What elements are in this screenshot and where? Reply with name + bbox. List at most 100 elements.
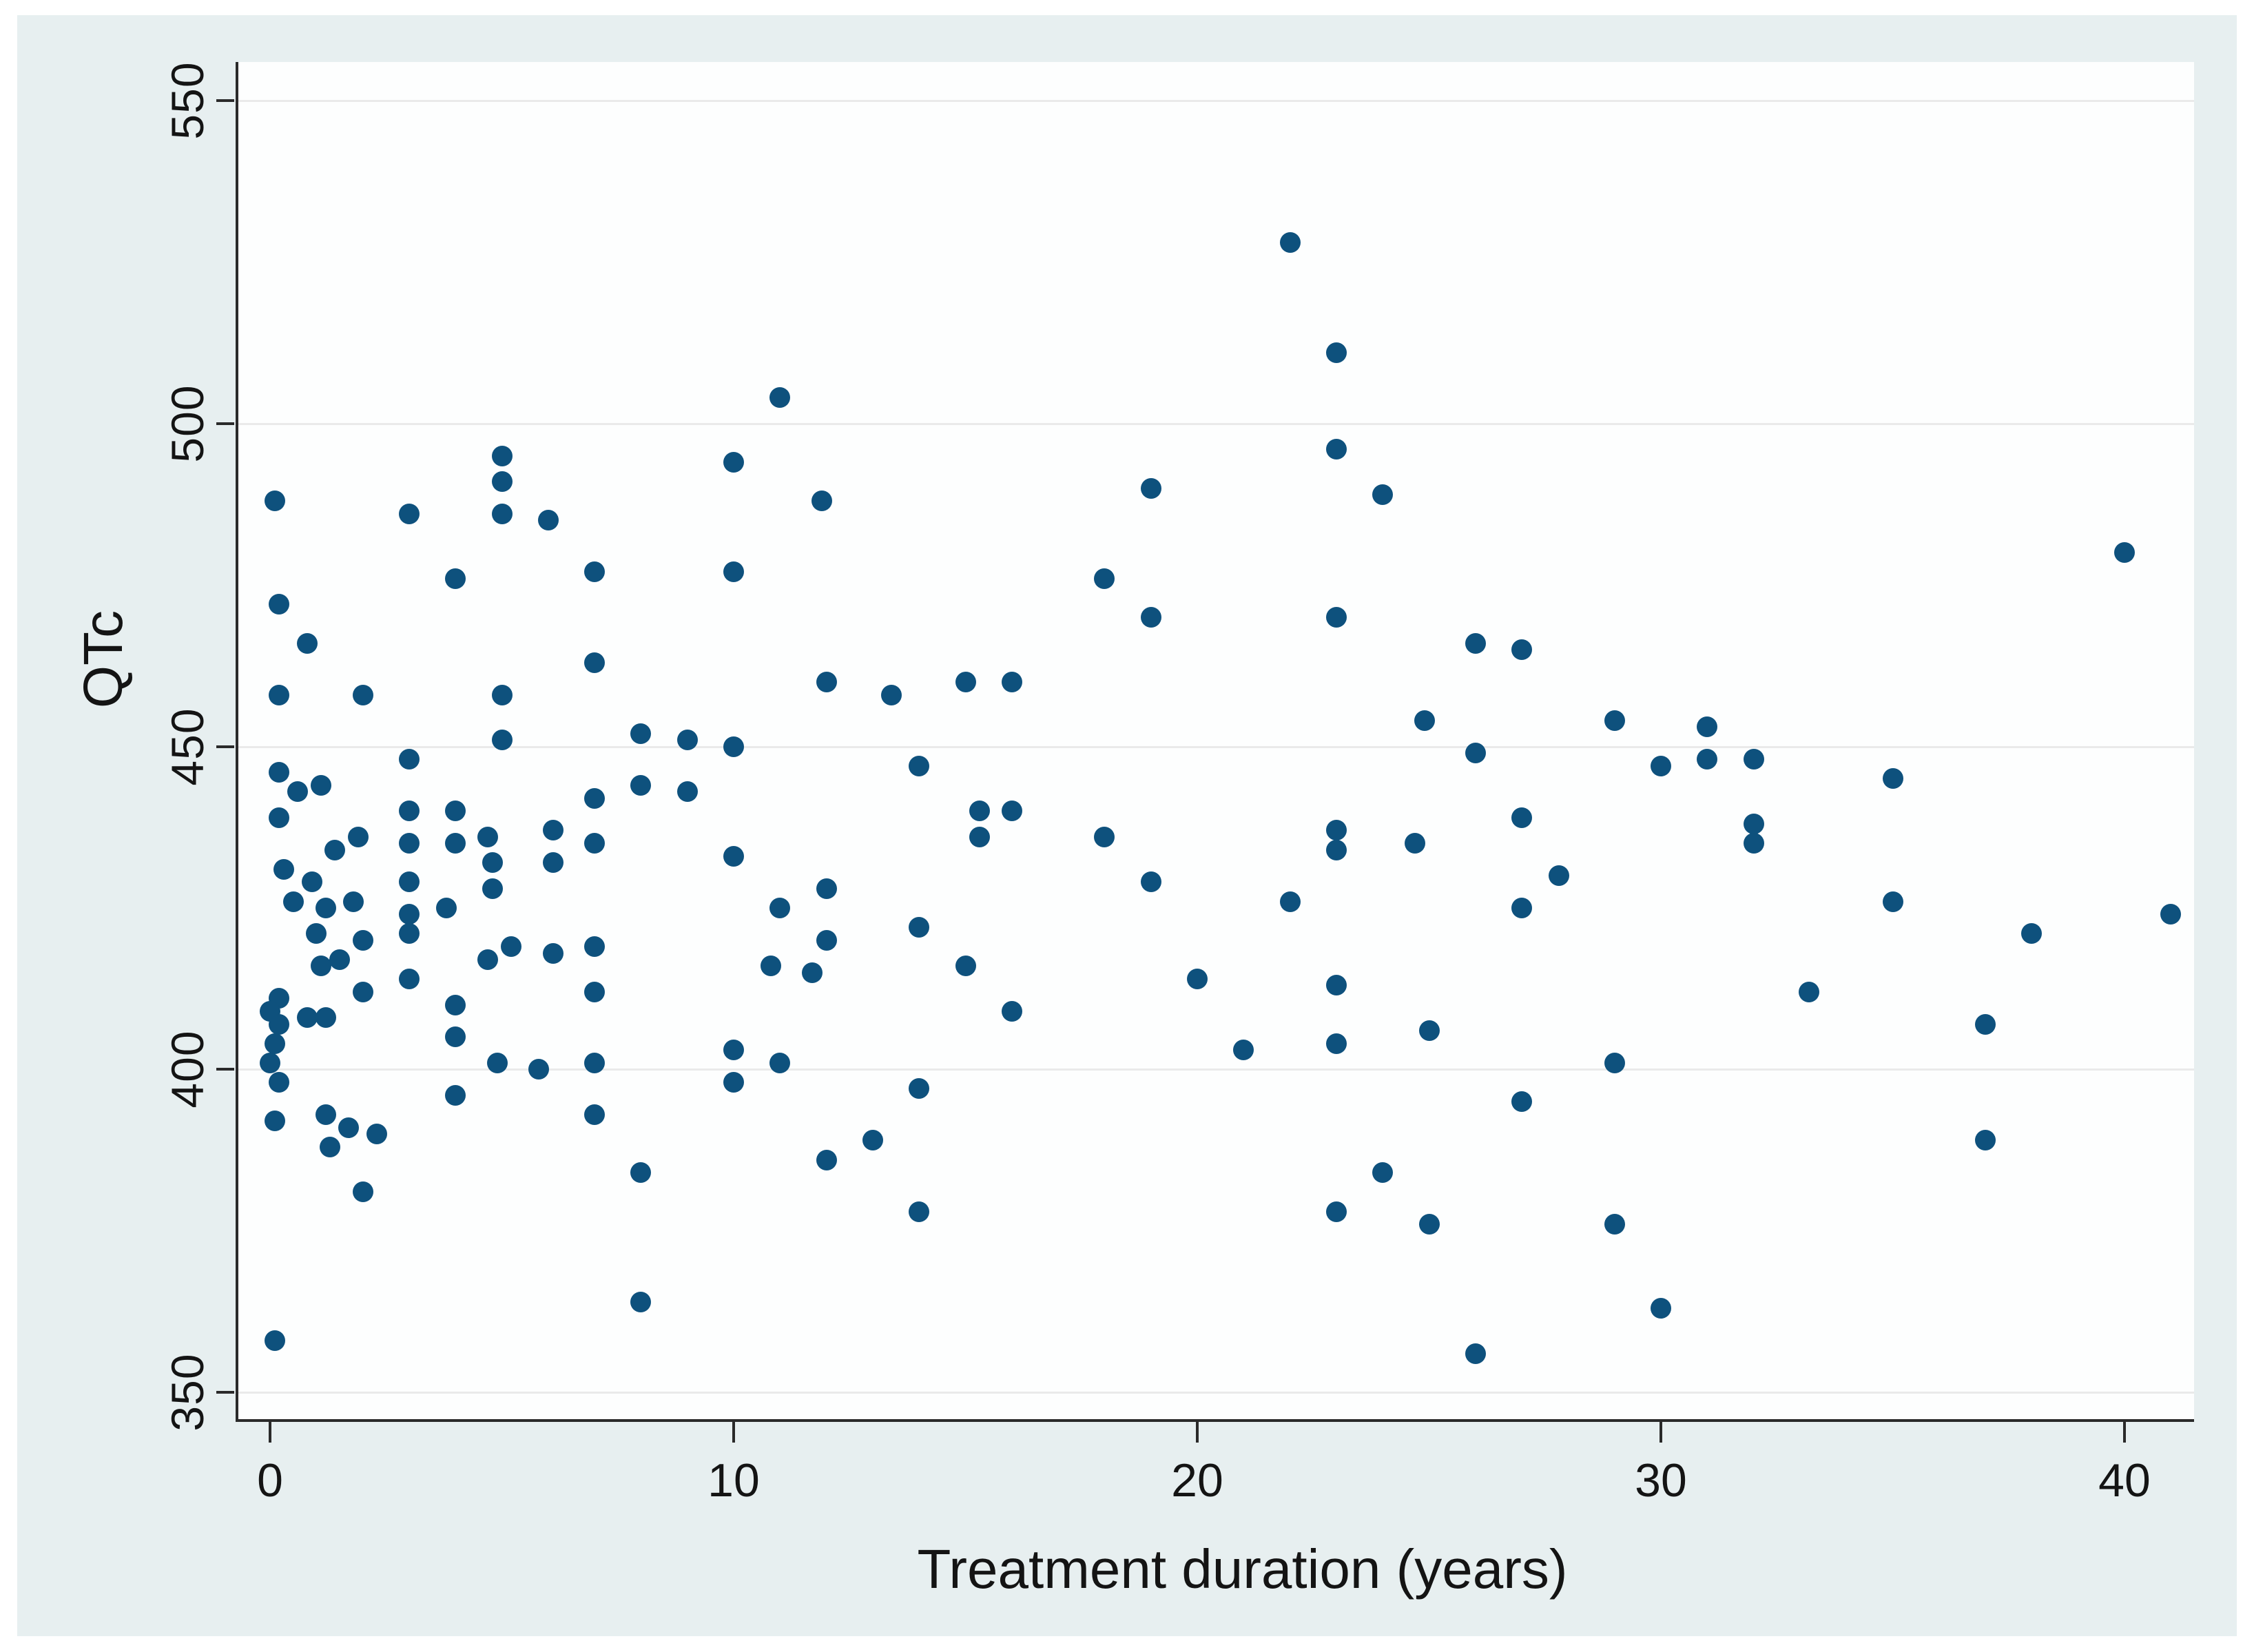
gridline-y-350 [238, 1392, 2194, 1394]
data-point [1094, 826, 1115, 847]
data-point [528, 1059, 550, 1080]
data-point [723, 452, 744, 473]
data-point [264, 1330, 285, 1351]
data-point [287, 781, 309, 803]
data-point [1604, 1214, 1625, 1235]
data-point [482, 852, 504, 874]
data-point [1405, 833, 1426, 854]
data-point [862, 1130, 883, 1151]
data-point [445, 568, 466, 589]
data-point [1511, 807, 1533, 828]
data-point [676, 730, 698, 751]
data-point [630, 774, 652, 796]
data-point [1511, 897, 1533, 918]
data-point [1882, 768, 1903, 789]
data-point [315, 897, 336, 918]
data-point [811, 491, 832, 512]
data-point [315, 1104, 336, 1125]
gridline-y-500 [238, 422, 2194, 425]
data-point [1140, 871, 1161, 893]
data-point [584, 561, 606, 583]
data-point [1697, 716, 1718, 738]
data-point [269, 762, 290, 783]
data-point [584, 652, 606, 673]
gridline-y-400 [238, 1068, 2194, 1071]
data-point [347, 826, 369, 847]
data-point [1604, 710, 1625, 731]
data-point [723, 736, 744, 757]
y-tick-label-500: 500 [162, 384, 213, 463]
data-point [445, 1026, 466, 1048]
data-point [320, 1136, 341, 1157]
data-point [1882, 891, 1903, 912]
data-point [584, 833, 606, 854]
data-point [2160, 904, 2182, 925]
data-point [1325, 1033, 1347, 1054]
data-point [1233, 1040, 1254, 1061]
data-point [398, 969, 420, 989]
gridline-y-450 [238, 745, 2194, 748]
data-point [909, 1078, 930, 1099]
data-point [445, 801, 466, 822]
data-point [296, 1007, 318, 1029]
data-point [537, 510, 559, 531]
data-point [282, 891, 304, 912]
data-point [723, 1072, 744, 1093]
y-axis-tick-450 [216, 745, 234, 748]
data-point [445, 1084, 466, 1106]
plot-area [236, 62, 2194, 1422]
data-point [338, 1117, 360, 1138]
data-point [769, 897, 791, 918]
data-point [491, 504, 513, 524]
data-point [1743, 833, 1764, 854]
data-point [264, 1033, 285, 1054]
data-point [269, 684, 290, 705]
y-axis-tick-400 [216, 1068, 234, 1071]
data-point [324, 839, 346, 860]
data-point [1743, 749, 1764, 770]
data-point [398, 801, 420, 822]
data-point [1325, 439, 1347, 460]
data-point [398, 904, 420, 925]
data-point [1465, 1343, 1486, 1364]
data-point [676, 781, 698, 803]
x-axis-title: Treatment duration (years) [917, 1538, 1568, 1600]
data-point [398, 871, 420, 893]
x-tick-label-10: 10 [707, 1454, 760, 1507]
y-axis-title: QTc [72, 610, 134, 709]
data-point [1001, 801, 1022, 822]
data-point [816, 671, 837, 692]
data-point [880, 684, 902, 705]
data-point [352, 981, 373, 1002]
data-point [1325, 839, 1347, 860]
x-tick-label-20: 20 [1171, 1454, 1223, 1507]
data-point [1511, 1091, 1533, 1113]
data-point [584, 1052, 606, 1073]
gridline-y-550 [238, 100, 2194, 102]
data-point [445, 833, 466, 854]
data-point [1325, 975, 1347, 996]
data-point [435, 897, 457, 918]
data-point [491, 730, 513, 751]
data-point [398, 833, 420, 854]
data-point [542, 820, 564, 841]
data-point [1465, 632, 1486, 654]
y-tick-label-550: 550 [162, 61, 213, 140]
data-point [398, 504, 420, 524]
y-axis-tick-350 [216, 1391, 234, 1394]
data-point [482, 878, 504, 899]
data-point [1325, 342, 1347, 363]
data-point [909, 755, 930, 776]
data-point [1414, 710, 1435, 731]
data-point [723, 845, 744, 867]
x-axis-tick-0 [269, 1422, 271, 1443]
data-point [969, 826, 990, 847]
data-point [584, 787, 606, 809]
data-point [1604, 1052, 1625, 1073]
data-point [955, 956, 976, 977]
y-tick-label-350: 350 [162, 1353, 213, 1432]
data-point [769, 1052, 791, 1073]
data-point [1372, 484, 1394, 505]
data-point [264, 1111, 285, 1132]
